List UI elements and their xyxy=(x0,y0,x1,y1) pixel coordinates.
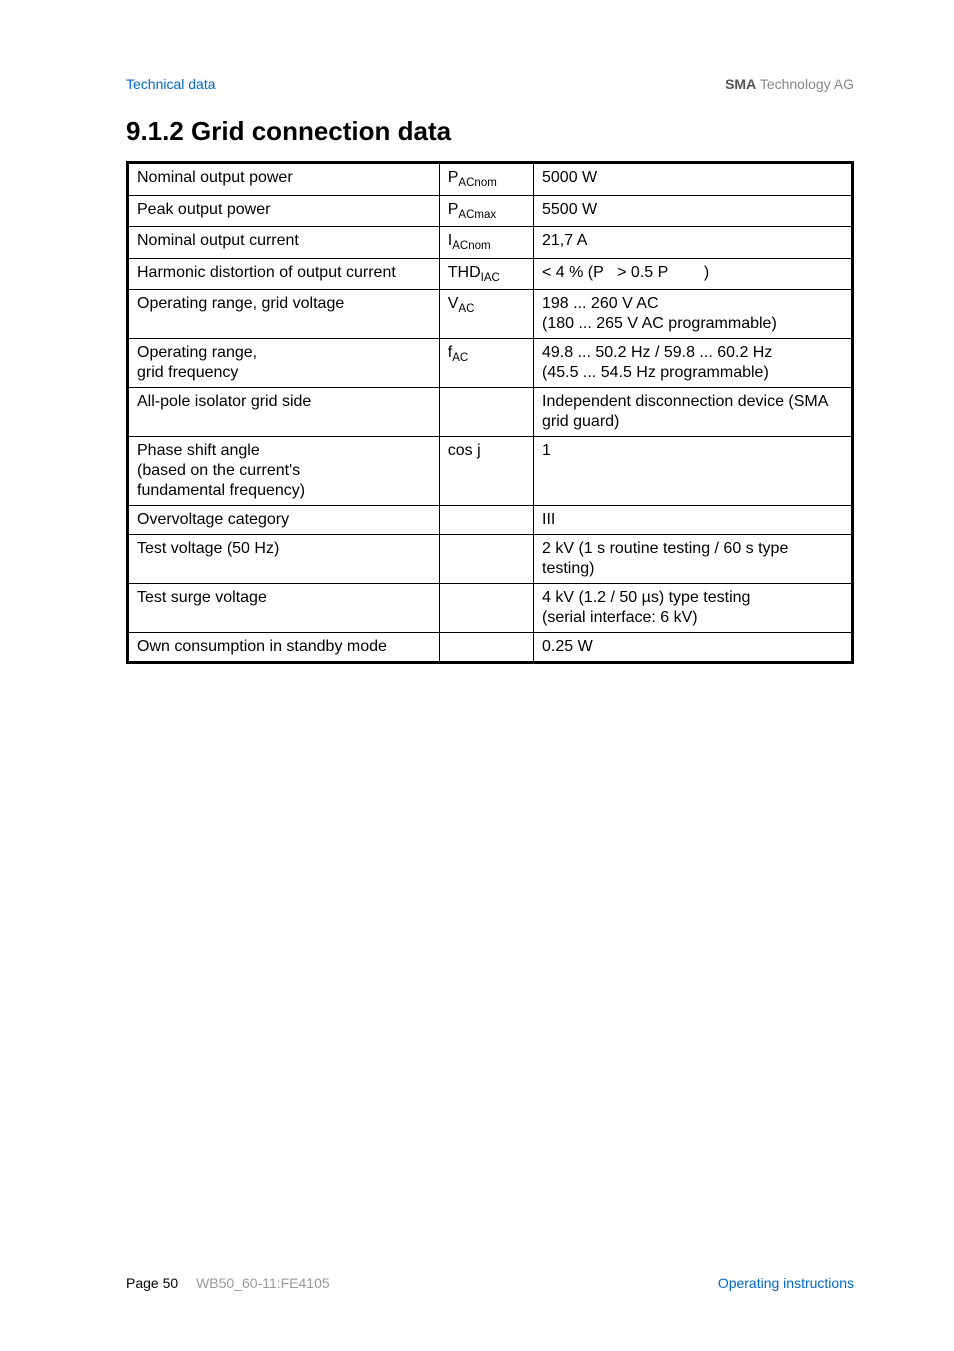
param-value: 2 kV (1 s routine testing / 60 s type te… xyxy=(534,535,853,584)
param-name: Peak output power xyxy=(128,195,440,227)
param-name: Nominal output current xyxy=(128,227,440,259)
param-value: 49.8 ... 50.2 Hz / 59.8 ... 60.2 Hz(45.5… xyxy=(534,339,853,388)
param-value: 0.25 W xyxy=(534,633,853,663)
page: Technical data SMA Technology AG 9.1.2 G… xyxy=(0,0,954,1351)
table-row: Overvoltage category III xyxy=(128,506,853,535)
table-row: Operating range, grid voltage VAC 198 ..… xyxy=(128,290,853,339)
table-row: Test surge voltage 4 kV (1.2 / 50 µs) ty… xyxy=(128,584,853,633)
param-value: 1 xyxy=(534,437,853,506)
param-name: All-pole isolator grid side xyxy=(128,388,440,437)
param-value: Independent disconnection device (SMA gr… xyxy=(534,388,853,437)
param-symbol xyxy=(439,388,533,437)
brand-name: SMA xyxy=(725,76,756,92)
param-value: 21,7 A xyxy=(534,227,853,259)
param-symbol xyxy=(439,633,533,663)
param-name: Test voltage (50 Hz) xyxy=(128,535,440,584)
page-number: Page 50 xyxy=(126,1275,178,1291)
page-header: Technical data SMA Technology AG xyxy=(126,76,854,92)
page-footer: Page 50 WB50_60-11:FE4105 Operating inst… xyxy=(126,1275,854,1291)
param-symbol xyxy=(439,584,533,633)
param-symbol: PACmax xyxy=(439,195,533,227)
param-value: III xyxy=(534,506,853,535)
param-name: Overvoltage category xyxy=(128,506,440,535)
param-symbol: cos j xyxy=(439,437,533,506)
section-title: 9.1.2 Grid connection data xyxy=(126,116,854,147)
spec-table-body: Nominal output power PACnom 5000 W Peak … xyxy=(128,163,853,663)
param-name: Test surge voltage xyxy=(128,584,440,633)
footer-right: Operating instructions xyxy=(718,1275,854,1291)
header-left: Technical data xyxy=(126,76,216,92)
param-value: 5500 W xyxy=(534,195,853,227)
param-name: Nominal output power xyxy=(128,163,440,196)
table-row: Test voltage (50 Hz) 2 kV (1 s routine t… xyxy=(128,535,853,584)
param-name: Operating range, grid voltage xyxy=(128,290,440,339)
footer-left: Page 50 WB50_60-11:FE4105 xyxy=(126,1275,330,1291)
param-name: Harmonic distortion of output current xyxy=(128,258,440,290)
table-row: Nominal output power PACnom 5000 W xyxy=(128,163,853,196)
param-name: Operating range,grid frequency xyxy=(128,339,440,388)
table-row: Operating range,grid frequency fAC 49.8 … xyxy=(128,339,853,388)
table-row: Peak output power PACmax 5500 W xyxy=(128,195,853,227)
param-symbol: VAC xyxy=(439,290,533,339)
table-row: Nominal output current IACnom 21,7 A xyxy=(128,227,853,259)
param-symbol: PACnom xyxy=(439,163,533,196)
table-row: Own consumption in standby mode 0.25 W xyxy=(128,633,853,663)
param-name: Phase shift angle(based on the current's… xyxy=(128,437,440,506)
doc-id: WB50_60-11:FE4105 xyxy=(196,1275,330,1291)
param-value: 5000 W xyxy=(534,163,853,196)
param-symbol: THDIAC xyxy=(439,258,533,290)
table-row: All-pole isolator grid side Independent … xyxy=(128,388,853,437)
param-value: 4 kV (1.2 / 50 µs) type testing(serial i… xyxy=(534,584,853,633)
param-symbol xyxy=(439,506,533,535)
param-value: < 4 % (P > 0.5 P ) xyxy=(534,258,853,290)
param-symbol xyxy=(439,535,533,584)
header-suffix: Technology AG xyxy=(756,76,854,92)
param-value: 198 ... 260 V AC(180 ... 265 V AC progra… xyxy=(534,290,853,339)
table-row: Harmonic distortion of output current TH… xyxy=(128,258,853,290)
param-symbol: fAC xyxy=(439,339,533,388)
param-name: Own consumption in standby mode xyxy=(128,633,440,663)
header-right: SMA Technology AG xyxy=(725,76,854,92)
spec-table: Nominal output power PACnom 5000 W Peak … xyxy=(126,161,854,664)
table-row: Phase shift angle(based on the current's… xyxy=(128,437,853,506)
param-symbol: IACnom xyxy=(439,227,533,259)
